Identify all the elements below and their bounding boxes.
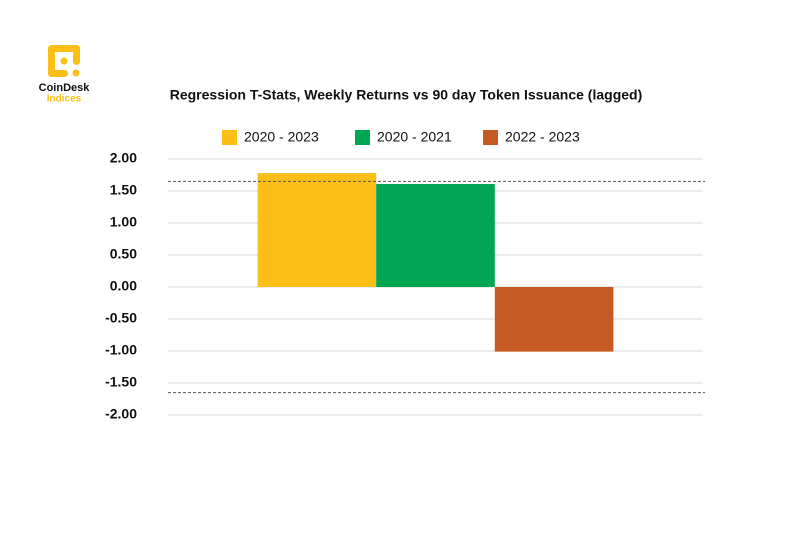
legend-label: 2020 - 2021 xyxy=(377,129,452,145)
y-tick-label: 1.00 xyxy=(110,214,137,230)
legend-swatch xyxy=(222,130,237,145)
legend-swatch xyxy=(355,130,370,145)
bar xyxy=(494,287,614,352)
legend-label: 2022 - 2023 xyxy=(505,129,580,145)
bar xyxy=(257,173,377,287)
y-tick-label: -1.50 xyxy=(105,374,137,390)
y-tick-label: 1.50 xyxy=(110,182,137,198)
y-tick-label: 0.00 xyxy=(110,278,137,294)
brand-name: CoinDesk xyxy=(39,82,91,94)
brand-sub: Indices xyxy=(47,94,82,105)
legend-label: 2020 - 2023 xyxy=(244,129,319,145)
y-tick-label: -2.00 xyxy=(105,406,137,422)
y-tick-label: 2.00 xyxy=(110,150,137,166)
chart-title: Regression T-Stats, Weekly Returns vs 90… xyxy=(170,87,643,103)
y-tick-label: -0.50 xyxy=(105,310,137,326)
y-tick-label: 0.50 xyxy=(110,246,137,262)
legend-swatch xyxy=(483,130,498,145)
logo-icon xyxy=(48,45,80,77)
y-tick-label: -1.00 xyxy=(105,342,137,358)
bar xyxy=(376,183,495,287)
